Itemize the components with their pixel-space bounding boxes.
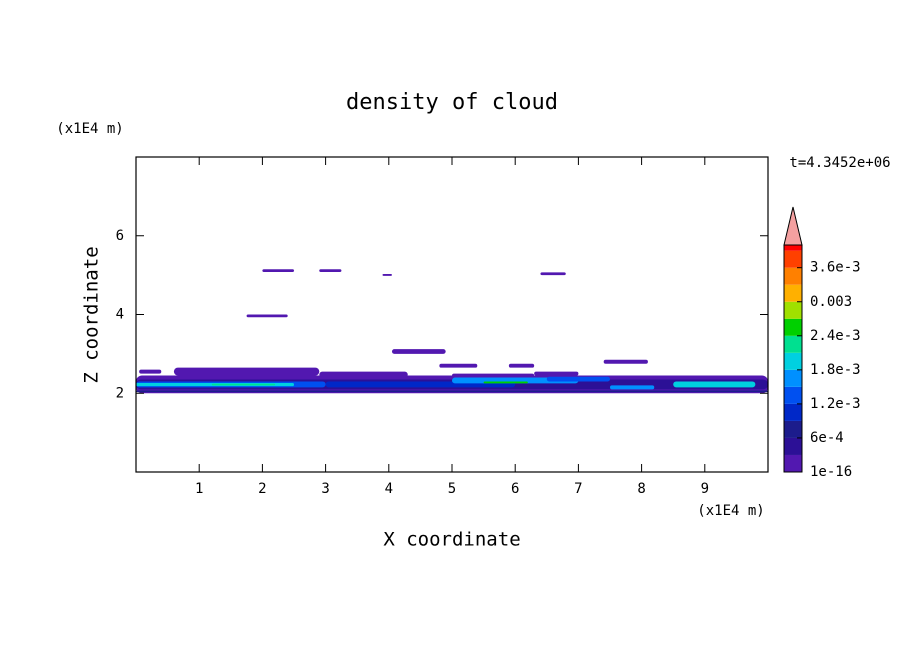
x-tick-label: 9 [701,481,709,497]
x-tick-label: 8 [637,481,645,497]
colorbar-band [784,369,802,387]
contour-region [534,371,579,376]
contour-region [139,369,162,374]
colorbar-band [784,245,802,251]
colorbar-band [784,403,802,421]
time-label: t=4.3452e+06 [789,155,890,171]
contour-region [452,373,535,378]
contour-region [262,269,294,272]
colorbar-tick-label: 2.4e-3 [810,328,861,344]
colorbar-extension [783,206,803,246]
x-tick-label: 3 [321,481,329,497]
y-unit: (x1E4 m) [56,121,123,137]
colorbar-band [784,267,802,285]
contour-region [246,314,288,318]
colorbar-band [784,284,802,302]
chart-title: density of cloud [346,90,558,115]
x-tick-label: 7 [574,481,582,497]
colorbar-tick-label: 6e-4 [810,430,844,446]
contour-region [391,349,446,354]
colorbar-band [784,250,802,268]
contour-region [540,272,566,276]
colorbar-tick-label: 1.2e-3 [810,396,861,412]
colorbar-band [784,420,802,438]
contour-region [173,367,320,376]
contour-region [319,269,342,272]
x-axis-label: X coordinate [383,529,520,551]
contour-region [319,371,408,378]
colorbar-band [784,318,802,336]
colorbar-band [784,386,802,404]
colorbar-tick-label: 3.6e-3 [810,260,861,276]
colorbar-tick-label: 1e-16 [810,464,852,480]
x-tick-label: 4 [385,481,393,497]
contour-region [610,385,655,390]
colorbar-band [784,335,802,353]
x-tick-label: 2 [258,481,266,497]
contour-region [382,273,392,276]
x-tick-label: 1 [195,481,203,497]
colorbar-band [784,437,802,455]
x-tick-label: 5 [448,481,456,497]
contour-region [136,390,768,393]
y-tick-label: 4 [116,307,124,323]
contour-region [603,359,648,364]
colorbar-tick-label: 1.8e-3 [810,362,861,378]
contour-region [452,377,579,384]
colorbar-band [784,352,802,370]
colorbar-frame [783,244,803,473]
contour-region [546,376,610,382]
x-tick-label: 6 [511,481,519,497]
contour-region [483,381,528,384]
colorbar-tick-label: 0.003 [810,294,852,310]
contour-region [439,363,478,368]
contour-region [211,383,276,386]
contour-region [508,363,535,368]
colorbar-band [784,454,802,472]
colorbar-band [784,301,802,319]
y-tick-label: 2 [116,385,124,401]
y-tick-label: 6 [116,228,124,244]
contour-region [673,381,756,388]
y-axis-label: Z coordinate [81,246,103,383]
plot-frame [135,156,769,473]
x-unit: (x1E4 m) [697,503,764,519]
